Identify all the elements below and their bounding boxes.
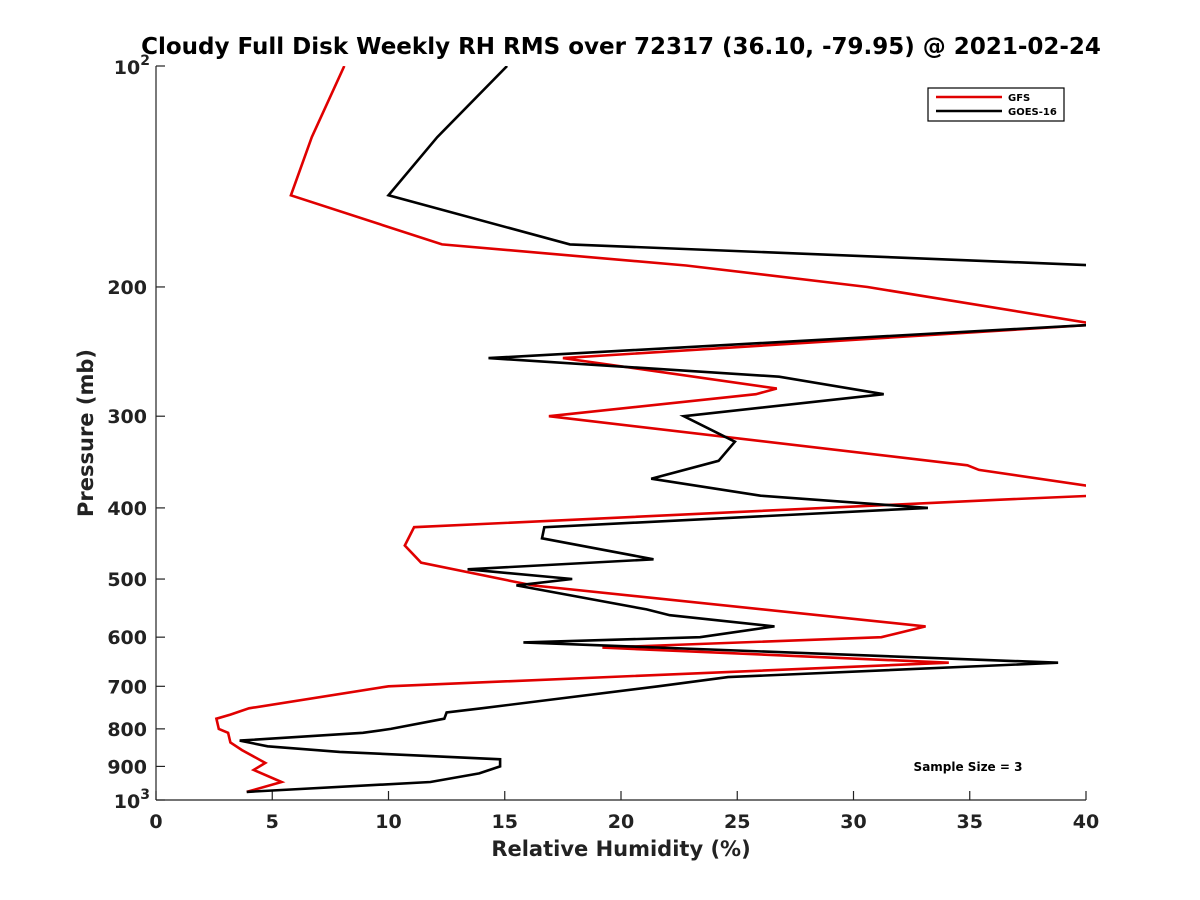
y-tick-label: 200 bbox=[107, 277, 147, 299]
x-tick-label: 40 bbox=[1073, 811, 1099, 833]
x-tick-label: 15 bbox=[492, 811, 518, 833]
x-tick-label: 10 bbox=[375, 811, 401, 833]
legend-box bbox=[927, 87, 1065, 122]
y-tick-label-power: 103 bbox=[114, 787, 150, 813]
y-tick-label: 900 bbox=[107, 756, 147, 778]
legend-label-goes-16: GOES-16 bbox=[1008, 107, 1057, 118]
x-tick-label: 30 bbox=[840, 811, 866, 833]
sample-size-annotation: Sample Size = 3 bbox=[914, 760, 1023, 774]
series-line-gfs bbox=[214, 66, 1086, 794]
x-tick-label: 5 bbox=[266, 811, 279, 833]
legend: GFS GOES-16 bbox=[927, 87, 1065, 122]
series-group bbox=[214, 66, 1086, 794]
y-tick-label: 600 bbox=[107, 627, 147, 649]
x-tick-label: 0 bbox=[149, 811, 162, 833]
x-tick-label: 35 bbox=[957, 811, 983, 833]
x-tick-label: 20 bbox=[608, 811, 634, 833]
y-tick-label-power: 102 bbox=[114, 53, 150, 79]
y-axis-label: Pressure (mb) bbox=[74, 349, 98, 517]
x-tick-label: 25 bbox=[724, 811, 750, 833]
series-line-goes-16 bbox=[239, 66, 1086, 794]
plot-area: 0 5 10 15 20 25 30 35 40 200 300 400 500 600 700 800 900… bbox=[107, 53, 1099, 833]
y-tick-label: 300 bbox=[107, 406, 147, 428]
y-tick-label: 500 bbox=[107, 569, 147, 591]
legend-label-gfs: GFS bbox=[1008, 93, 1030, 104]
chart-title: Cloudy Full Disk Weekly RH RMS over 7231… bbox=[141, 34, 1101, 60]
y-tick-label: 400 bbox=[107, 498, 147, 520]
y-tick-label: 700 bbox=[107, 676, 147, 698]
y-tick-label: 800 bbox=[107, 719, 147, 741]
x-axis-label: Relative Humidity (%) bbox=[491, 837, 750, 861]
